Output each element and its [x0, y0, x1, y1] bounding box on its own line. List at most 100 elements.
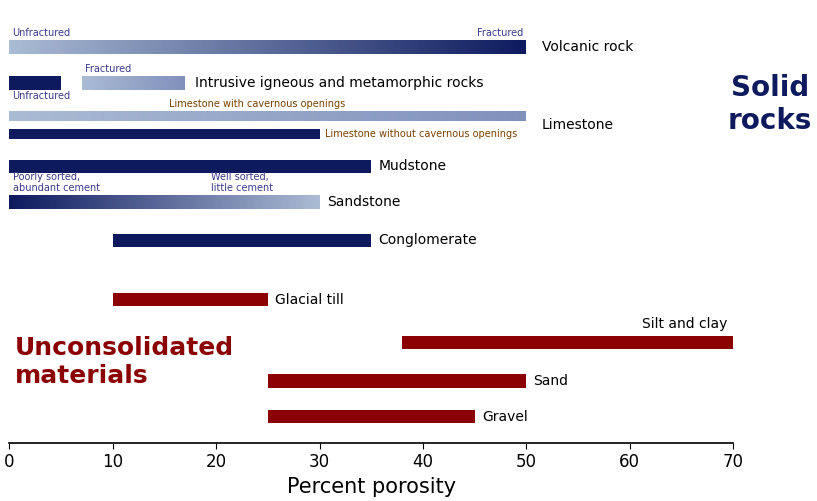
Bar — [239, 111, 242, 121]
Bar — [472, 111, 475, 121]
Bar — [172, 111, 175, 121]
Bar — [457, 41, 459, 54]
Bar — [73, 195, 74, 209]
Bar — [233, 195, 234, 209]
Bar — [121, 195, 123, 209]
Bar — [355, 111, 359, 121]
Bar — [384, 41, 387, 54]
Bar — [118, 111, 121, 121]
Bar — [506, 111, 508, 121]
Bar — [271, 195, 273, 209]
Bar — [138, 195, 140, 209]
Bar — [306, 111, 310, 121]
Bar — [307, 195, 309, 209]
Bar — [309, 195, 310, 209]
Bar — [297, 41, 299, 54]
Bar — [255, 111, 257, 121]
Bar — [31, 195, 33, 209]
Bar — [133, 111, 136, 121]
Bar — [102, 195, 105, 209]
Bar — [121, 41, 123, 54]
Bar — [174, 195, 176, 209]
Bar — [154, 111, 157, 121]
Bar — [194, 195, 196, 209]
Bar — [281, 41, 283, 54]
Bar — [217, 195, 219, 209]
Bar — [102, 111, 105, 121]
Bar — [159, 41, 162, 54]
Bar — [20, 111, 23, 121]
Bar — [423, 111, 426, 121]
Bar — [74, 195, 76, 209]
Bar — [279, 195, 281, 209]
Bar — [43, 195, 45, 209]
Bar — [162, 111, 165, 121]
Text: Volcanic rock: Volcanic rock — [542, 40, 633, 54]
Text: Sand: Sand — [534, 374, 569, 388]
Bar — [12, 195, 14, 209]
Bar — [128, 111, 131, 121]
Bar — [115, 41, 118, 54]
Bar — [226, 111, 230, 121]
Bar — [141, 195, 143, 209]
Bar — [64, 41, 66, 54]
Bar — [335, 41, 337, 54]
Bar — [123, 195, 124, 209]
Bar — [69, 111, 72, 121]
Bar — [28, 195, 29, 209]
Bar — [415, 111, 418, 121]
Bar — [222, 195, 224, 209]
Bar — [12, 111, 15, 121]
Bar — [377, 111, 379, 121]
Bar — [392, 41, 395, 54]
Bar — [219, 195, 221, 209]
Bar — [285, 195, 287, 209]
Bar — [180, 111, 183, 121]
Bar — [127, 195, 129, 209]
Bar — [457, 111, 459, 121]
Bar — [400, 111, 403, 121]
Bar — [428, 41, 431, 54]
Bar — [26, 195, 29, 209]
Bar — [180, 41, 183, 54]
Bar — [61, 41, 64, 54]
Text: Unfractured: Unfractured — [12, 29, 70, 39]
Bar — [146, 111, 150, 121]
Bar — [131, 195, 132, 209]
Bar — [11, 195, 13, 209]
Bar — [105, 195, 107, 209]
Bar — [78, 195, 79, 209]
Bar — [151, 41, 154, 54]
Bar — [259, 195, 261, 209]
Bar — [56, 195, 58, 209]
Bar — [275, 195, 276, 209]
Bar — [193, 41, 196, 54]
Text: Unconsolidated
materials: Unconsolidated materials — [15, 336, 234, 388]
Bar — [488, 111, 490, 121]
Text: Glacial till: Glacial till — [275, 293, 344, 307]
Bar — [28, 41, 30, 54]
Bar — [287, 195, 288, 209]
Bar — [252, 111, 255, 121]
Bar — [273, 111, 276, 121]
Bar — [59, 41, 61, 54]
Bar — [319, 111, 323, 121]
Bar — [346, 41, 348, 54]
Bar — [435, 111, 439, 121]
Bar — [248, 195, 250, 209]
Bar — [374, 41, 377, 54]
Bar — [299, 195, 301, 209]
Bar — [516, 111, 519, 121]
Bar — [449, 41, 452, 54]
Text: Unfractured: Unfractured — [12, 91, 70, 101]
Bar — [337, 111, 341, 121]
Bar — [171, 195, 172, 209]
Bar — [312, 41, 315, 54]
Bar — [95, 111, 97, 121]
Bar — [288, 111, 292, 121]
Bar — [38, 195, 39, 209]
Bar — [66, 111, 69, 121]
Bar — [146, 195, 148, 209]
Bar — [464, 111, 467, 121]
Bar — [213, 111, 217, 121]
